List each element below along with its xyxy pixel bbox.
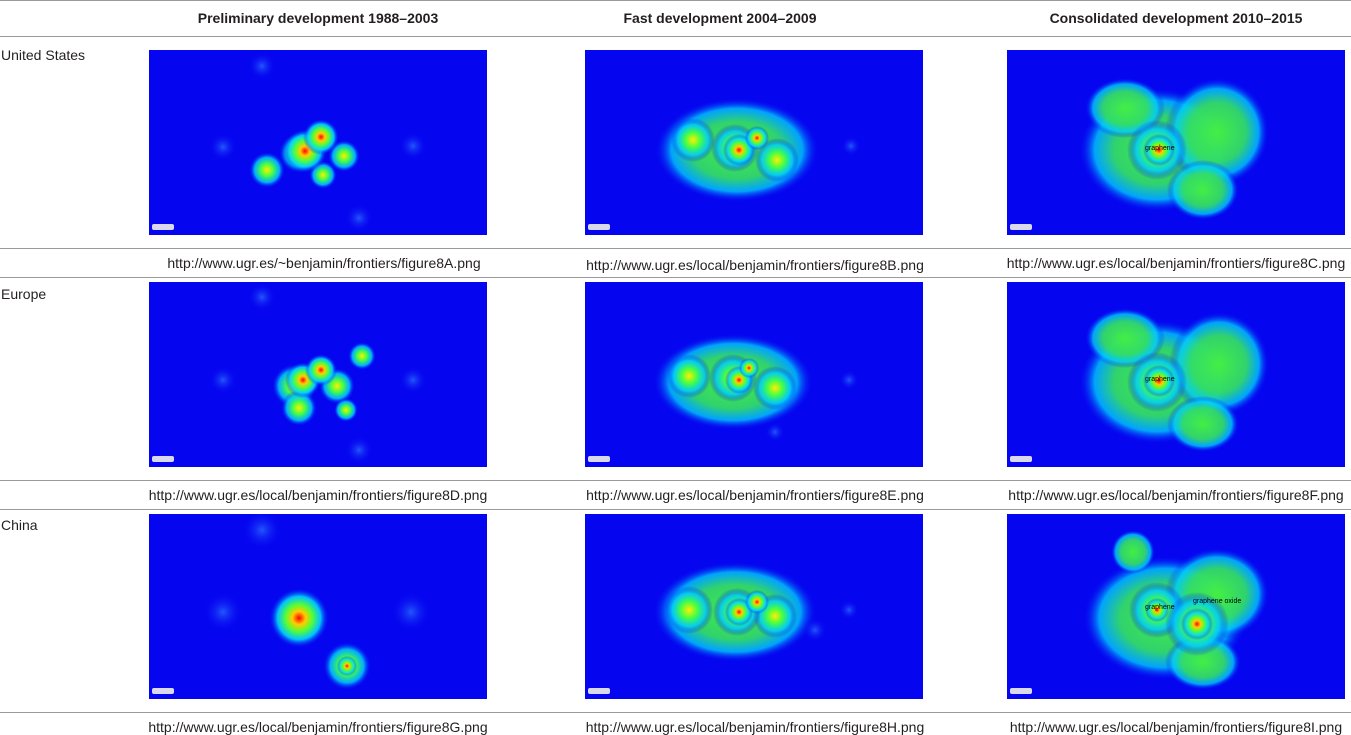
figure-url[interactable]: http://www.ugr.es/local/benjamin/frontie… — [586, 257, 924, 273]
column-header-3: Consolidated development 2010–2015 — [1049, 10, 1303, 26]
figure-url[interactable]: http://www.ugr.es/local/benjamin/frontie… — [1008, 487, 1344, 503]
figure-url[interactable]: http://www.ugr.es/local/benjamin/frontie… — [148, 719, 488, 735]
figure-url[interactable]: http://www.ugr.es/local/benjamin/frontie… — [1009, 719, 1343, 735]
column-header-2: Fast development 2004–2009 — [623, 10, 817, 26]
vosviewer-badge — [152, 224, 174, 230]
figure-url[interactable]: http://www.ugr.es/local/benjamin/frontie… — [585, 719, 925, 735]
row-label-united-states: United States — [1, 47, 86, 63]
density-map-figure8I: graphene graphene oxide — [1007, 514, 1345, 699]
figure-url[interactable]: http://www.ugr.es/local/benjamin/frontie… — [148, 487, 488, 503]
column-header-1: Preliminary development 1988–2003 — [197, 10, 439, 26]
row-rule — [0, 712, 1351, 713]
vosviewer-badge — [152, 456, 174, 462]
row-label-europe: Europe — [1, 286, 47, 302]
row-rule — [0, 248, 1351, 249]
density-map-figure8F: graphene — [1007, 282, 1345, 467]
density-map-figure8H — [585, 514, 923, 699]
table-top-rule — [0, 0, 1351, 1]
density-map-figure8G — [149, 514, 487, 699]
vosviewer-badge — [1010, 456, 1032, 462]
map-keyword-label: graphene — [1145, 145, 1175, 152]
map-keyword-label: graphene — [1145, 604, 1175, 611]
density-map-figure8E — [585, 282, 923, 467]
vosviewer-badge — [588, 456, 610, 462]
row-rule — [0, 480, 1351, 481]
vosviewer-badge — [152, 688, 174, 694]
vosviewer-badge — [1010, 224, 1032, 230]
map-keyword-label: graphene — [1145, 376, 1175, 383]
vosviewer-badge — [1010, 688, 1032, 694]
density-map-figure8D — [149, 282, 487, 467]
row-rule — [0, 277, 1351, 278]
figure-url[interactable]: http://www.ugr.es/local/benjamin/frontie… — [586, 487, 924, 503]
density-map-figure8A — [149, 50, 487, 235]
figure-url[interactable]: http://www.ugr.es/~benjamin/frontiers/fi… — [167, 255, 481, 271]
figure-url[interactable]: http://www.ugr.es/local/benjamin/frontie… — [1006, 255, 1346, 271]
header-rule — [0, 36, 1351, 37]
row-rule — [0, 509, 1351, 510]
density-map-figure8B — [585, 50, 923, 235]
map-keyword-label-2: graphene oxide — [1193, 598, 1242, 605]
vosviewer-badge — [588, 688, 610, 694]
row-label-china: China — [1, 517, 38, 533]
vosviewer-badge — [588, 224, 610, 230]
density-map-figure8C: graphene — [1007, 50, 1345, 235]
